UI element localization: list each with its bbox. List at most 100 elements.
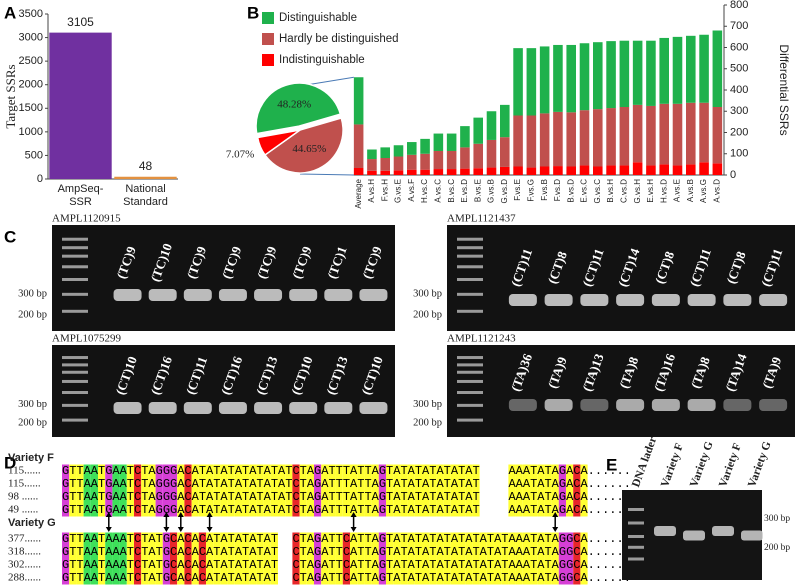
base-bg <box>544 545 552 559</box>
base-bg <box>227 490 235 504</box>
base-bg <box>155 571 163 585</box>
base-bg <box>134 571 142 585</box>
base-bg <box>256 490 264 504</box>
base-bg <box>213 477 221 491</box>
base-bg <box>357 464 365 478</box>
pie-label: 48.28% <box>277 99 311 111</box>
base-bg <box>191 490 199 504</box>
base-bg <box>141 477 149 491</box>
x-tick-label: G.vs.E <box>394 179 403 203</box>
bar-segment <box>526 167 537 175</box>
base-bg <box>170 464 178 478</box>
legend-label: Indistinguishable <box>279 54 365 66</box>
base-bg <box>328 503 336 517</box>
base-bg <box>105 464 113 478</box>
base-bg <box>76 532 84 546</box>
base-bg <box>501 532 509 546</box>
base-bg <box>328 464 336 478</box>
bar-segment <box>380 147 390 158</box>
base-bg <box>119 490 127 504</box>
x-tick-label: B.vs.E <box>473 179 482 202</box>
base-bg <box>134 464 142 478</box>
bar-segment <box>526 115 537 168</box>
base-bg <box>508 558 516 572</box>
base-bg <box>378 532 386 546</box>
x-tick-label: National Standard <box>123 183 168 208</box>
bar-segment <box>579 165 590 175</box>
bar-segment <box>646 165 656 175</box>
size-marker: 200 bp <box>413 418 442 429</box>
base-bg <box>371 558 379 572</box>
base-bg <box>148 532 156 546</box>
base-bg <box>414 558 422 572</box>
base-bg <box>501 545 509 559</box>
bar-segment <box>579 43 590 111</box>
base-bg <box>242 558 250 572</box>
base-bg <box>522 490 530 504</box>
base-bg <box>364 477 372 491</box>
base-bg <box>321 503 329 517</box>
base-bg <box>292 477 300 491</box>
base-bg <box>328 477 336 491</box>
base-bg <box>76 464 84 478</box>
base-bg <box>148 503 156 517</box>
ladder-band <box>457 292 483 296</box>
base-bg <box>213 545 221 559</box>
base-bg <box>263 503 271 517</box>
y-tick-label: 2000 <box>19 79 43 91</box>
row-label: 115...... <box>8 465 41 477</box>
base-bg <box>213 490 221 504</box>
base-bg <box>177 558 185 572</box>
base-bg <box>270 571 278 585</box>
ladder-band <box>62 278 88 281</box>
base-bg <box>364 503 372 517</box>
bar-segment <box>672 103 683 166</box>
base-bg <box>220 571 228 585</box>
size-marker: 300 bp <box>764 514 790 524</box>
base-bg <box>458 464 466 478</box>
base-bg <box>429 477 437 491</box>
base-bg <box>314 545 322 559</box>
base-bg <box>314 558 322 572</box>
base-bg <box>429 503 437 517</box>
base-bg <box>76 503 84 517</box>
base-bg <box>472 571 480 585</box>
variety-name: Variety G <box>8 517 56 529</box>
base-bg <box>400 477 408 491</box>
base-bg <box>551 532 559 546</box>
legend-swatch <box>262 54 274 66</box>
base-bg <box>141 558 149 572</box>
base-bg <box>530 464 538 478</box>
size-marker: 200 bp <box>18 418 47 429</box>
base-bg <box>90 558 98 572</box>
gel <box>52 225 395 331</box>
bar-segment <box>606 108 616 166</box>
x-tick-label: Average <box>354 178 363 208</box>
base-bg <box>306 532 314 546</box>
value-label: 48 <box>139 159 153 173</box>
base-bg <box>350 477 358 491</box>
base-bg <box>414 464 422 478</box>
base-bg <box>134 545 142 559</box>
base-bg <box>436 571 444 585</box>
base-bg <box>558 477 566 491</box>
base-bg <box>126 532 134 546</box>
base-bg <box>170 490 178 504</box>
base-bg <box>234 464 242 478</box>
base-bg <box>443 477 451 491</box>
y-tick-label: 3500 <box>19 8 43 20</box>
dna-band <box>544 399 573 411</box>
base-bg <box>76 490 84 504</box>
arrow-head <box>206 512 213 532</box>
base-bg <box>443 532 451 546</box>
base-bg <box>242 503 250 517</box>
base-bg <box>227 545 235 559</box>
dna-band <box>183 402 212 414</box>
x-tick-label: A.vs.F <box>407 179 416 202</box>
base-bg <box>486 532 494 546</box>
dna-band <box>687 294 716 306</box>
bar-segment <box>500 137 510 167</box>
base-bg <box>530 532 538 546</box>
base-bg <box>530 503 538 517</box>
bar-segment <box>659 164 669 175</box>
